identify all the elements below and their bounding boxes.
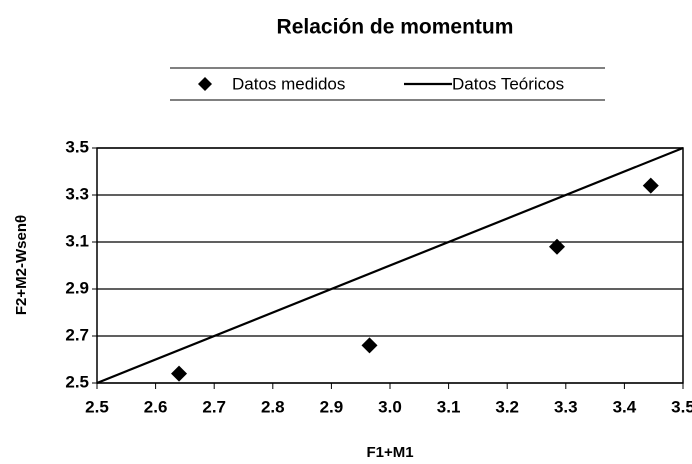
x-tick-label: 2.9	[320, 397, 344, 416]
x-tick-label: 3.2	[495, 397, 519, 416]
x-tick-label: 2.6	[144, 397, 168, 416]
x-axis-label: F1+M1	[366, 444, 413, 461]
y-tick-label: 2.5	[65, 372, 89, 391]
data-point	[361, 337, 378, 354]
y-tick-label: 2.9	[65, 278, 89, 297]
y-tick-label: 3.3	[65, 184, 89, 203]
x-tick-label: 2.7	[202, 397, 226, 416]
data-point	[549, 238, 566, 255]
x-tick-label: 3.4	[613, 397, 637, 416]
y-tick-label: 3.5	[65, 137, 89, 156]
plot-border	[96, 147, 684, 384]
x-tick-label: 2.5	[85, 397, 109, 416]
y-tick-label: 2.7	[65, 325, 89, 344]
x-tick-label: 3.1	[437, 397, 461, 416]
chart-title: Relación de momentum	[277, 16, 514, 39]
data-point	[171, 365, 188, 382]
legend-marker	[198, 77, 212, 91]
x-tick-label: 3.3	[554, 397, 578, 416]
x-tick-label: 3.0	[378, 397, 402, 416]
line-series	[96, 146, 684, 385]
legend-label: Datos Teóricos	[452, 74, 564, 93]
legend-label: Datos medidos	[232, 74, 345, 93]
y-axis-label: F2+M2-Wsenθ	[13, 215, 30, 315]
x-tick-label: 2.8	[261, 397, 285, 416]
data-point	[642, 177, 659, 194]
y-tick-label: 3.1	[65, 231, 89, 250]
x-tick-label: 3.5	[671, 397, 692, 416]
